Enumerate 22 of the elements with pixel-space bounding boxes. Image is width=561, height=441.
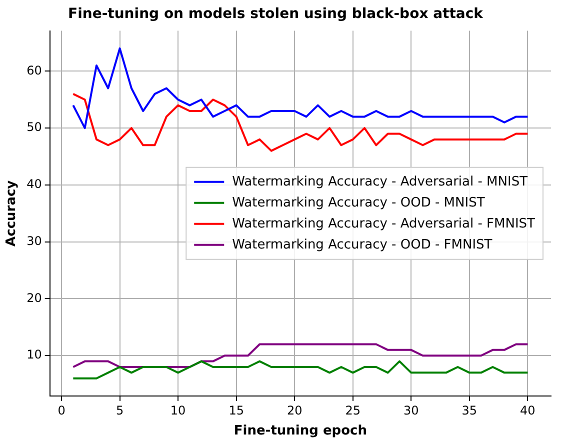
y-tick-label: 30 (26, 234, 42, 248)
x-tick-label: 0 (58, 403, 66, 418)
x-axis-title: Fine-tuning epoch (234, 424, 367, 439)
x-tick-label: 35 (462, 403, 478, 418)
legend-label: Watermarking Accuracy - Adversarial - FMNIST (232, 216, 536, 232)
y-tick-label: 50 (26, 120, 42, 134)
y-tick-label: 10 (26, 348, 42, 362)
y-tick-label: 20 (26, 290, 42, 305)
legend-label: Watermarking Accuracy - Adversarial - MNIST (232, 174, 528, 190)
x-tick-label: 15 (228, 403, 244, 418)
x-tick-label: 10 (170, 403, 186, 418)
x-tick-label: 25 (345, 403, 361, 418)
x-tick-label: 5 (116, 403, 124, 418)
legend-label: Watermarking Accuracy - OOD - FMNIST (232, 237, 492, 252)
x-tick-label: 40 (520, 403, 536, 418)
y-tick-label: 60 (26, 63, 42, 78)
x-tick-label: 20 (286, 403, 302, 418)
x-tick-label: 30 (404, 403, 419, 418)
y-tick-label: 40 (26, 177, 42, 192)
chart-title: Fine-tuning on models stolen using black-box attack (68, 6, 484, 22)
legend-label: Watermarking Accuracy - OOD - MNIST (232, 195, 485, 210)
y-axis-title: Accuracy (4, 180, 20, 246)
